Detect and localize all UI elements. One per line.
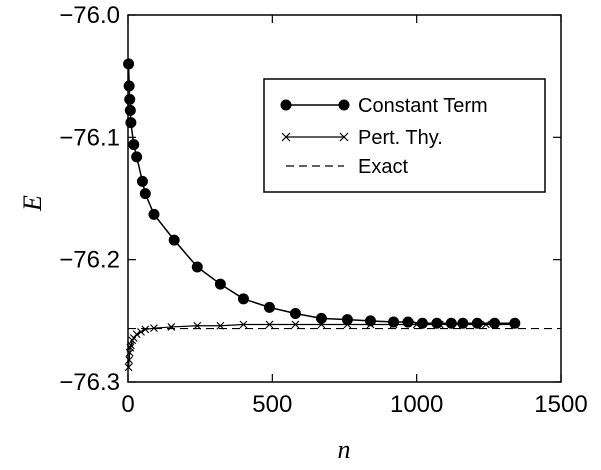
data-point-pert-thy <box>125 356 134 364</box>
data-point-constant-term <box>364 315 376 327</box>
data-point-constant-term <box>136 175 148 187</box>
y-axis-title: E <box>18 195 47 212</box>
y-tick-label: −76.0 <box>59 2 120 29</box>
data-point-pert-thy <box>291 320 300 329</box>
data-point-pert-thy <box>137 327 145 336</box>
x-tick-label: 0 <box>121 391 134 418</box>
data-point-pert-thy <box>126 343 135 352</box>
y-tick-label: −76.2 <box>59 247 120 274</box>
data-point-pert-thy <box>389 320 398 329</box>
data-point-constant-term <box>131 151 143 163</box>
data-point-constant-term <box>139 188 151 200</box>
legend-label-exact: Exact <box>358 156 408 178</box>
data-point-pert-thy <box>150 324 158 333</box>
data-point-pert-thy <box>129 334 138 342</box>
legend-marker-pert-thy <box>281 132 291 142</box>
data-point-pert-thy <box>128 336 137 345</box>
data-point-constant-term <box>416 317 428 329</box>
data-point-pert-thy <box>366 320 375 329</box>
data-point-pert-thy <box>167 323 176 331</box>
data-point-constant-term <box>191 261 203 273</box>
data-point-pert-thy <box>317 320 326 329</box>
data-point-constant-term <box>471 317 483 329</box>
data-point-constant-term <box>509 317 521 329</box>
data-point-constant-term <box>263 301 275 313</box>
y-tick-label: −76.3 <box>59 369 120 396</box>
data-point-constant-term <box>457 317 469 329</box>
legend-item-pert-thy: Pert. Thy. <box>281 127 443 149</box>
data-point-constant-term <box>123 80 135 92</box>
data-point-constant-term <box>431 317 443 329</box>
legend-marker-pert-thy <box>339 132 349 142</box>
data-point-constant-term <box>214 278 226 290</box>
data-point-pert-thy <box>510 320 519 329</box>
x-tick-label: 500 <box>252 391 292 418</box>
legend-item-constant-term: Constant Term <box>280 95 488 117</box>
data-point-pert-thy <box>482 320 490 329</box>
data-point-constant-term <box>445 317 457 329</box>
legend-marker-constant-term <box>338 99 350 111</box>
legend-item-exact: Exact <box>286 156 408 178</box>
y-tick-label: −76.1 <box>59 124 120 151</box>
data-point-constant-term <box>402 316 414 328</box>
data-point-constant-term <box>124 104 136 116</box>
data-point-constant-term <box>168 234 180 246</box>
legend-label-pert-thy: Pert. Thy. <box>358 127 443 149</box>
legend-label-constant-term: Constant Term <box>358 95 488 117</box>
data-point-constant-term <box>124 93 136 105</box>
data-point-pert-thy <box>343 320 352 329</box>
data-point-pert-thy <box>126 341 135 350</box>
plot-frame <box>127 14 562 383</box>
series-layer <box>123 58 561 372</box>
legend-marker-constant-term <box>280 99 292 111</box>
series-line-pert-thy <box>127 323 515 368</box>
data-point-pert-thy <box>412 320 421 329</box>
data-point-constant-term <box>148 208 160 220</box>
legend-box <box>263 78 546 193</box>
data-point-pert-thy <box>132 330 141 339</box>
data-point-pert-thy <box>435 320 444 329</box>
data-point-pert-thy <box>239 320 248 329</box>
data-point-constant-term <box>489 317 501 329</box>
data-point-pert-thy <box>458 320 467 329</box>
data-point-constant-term <box>123 58 135 70</box>
data-point-constant-term <box>388 316 400 328</box>
data-point-constant-term <box>125 117 137 129</box>
legend: Constant Term Pert. Thy. Exact <box>263 78 546 193</box>
axis-ticks: 0 500 1000 1500 −76.0 −76.1 −76.2 −76.3 <box>59 2 587 418</box>
data-point-constant-term <box>315 312 327 324</box>
data-point-constant-term <box>237 293 249 305</box>
data-point-pert-thy <box>265 320 274 329</box>
data-point-constant-term <box>341 314 353 326</box>
data-point-pert-thy <box>124 363 133 372</box>
data-point-constant-term <box>289 307 301 319</box>
data-point-constant-term <box>128 139 140 151</box>
x-axis-title: n <box>338 435 351 464</box>
x-tick-label: 1500 <box>534 391 587 418</box>
x-tick-label: 1000 <box>390 391 443 418</box>
series-line-constant-term <box>127 63 515 325</box>
data-point-pert-thy <box>141 325 150 334</box>
